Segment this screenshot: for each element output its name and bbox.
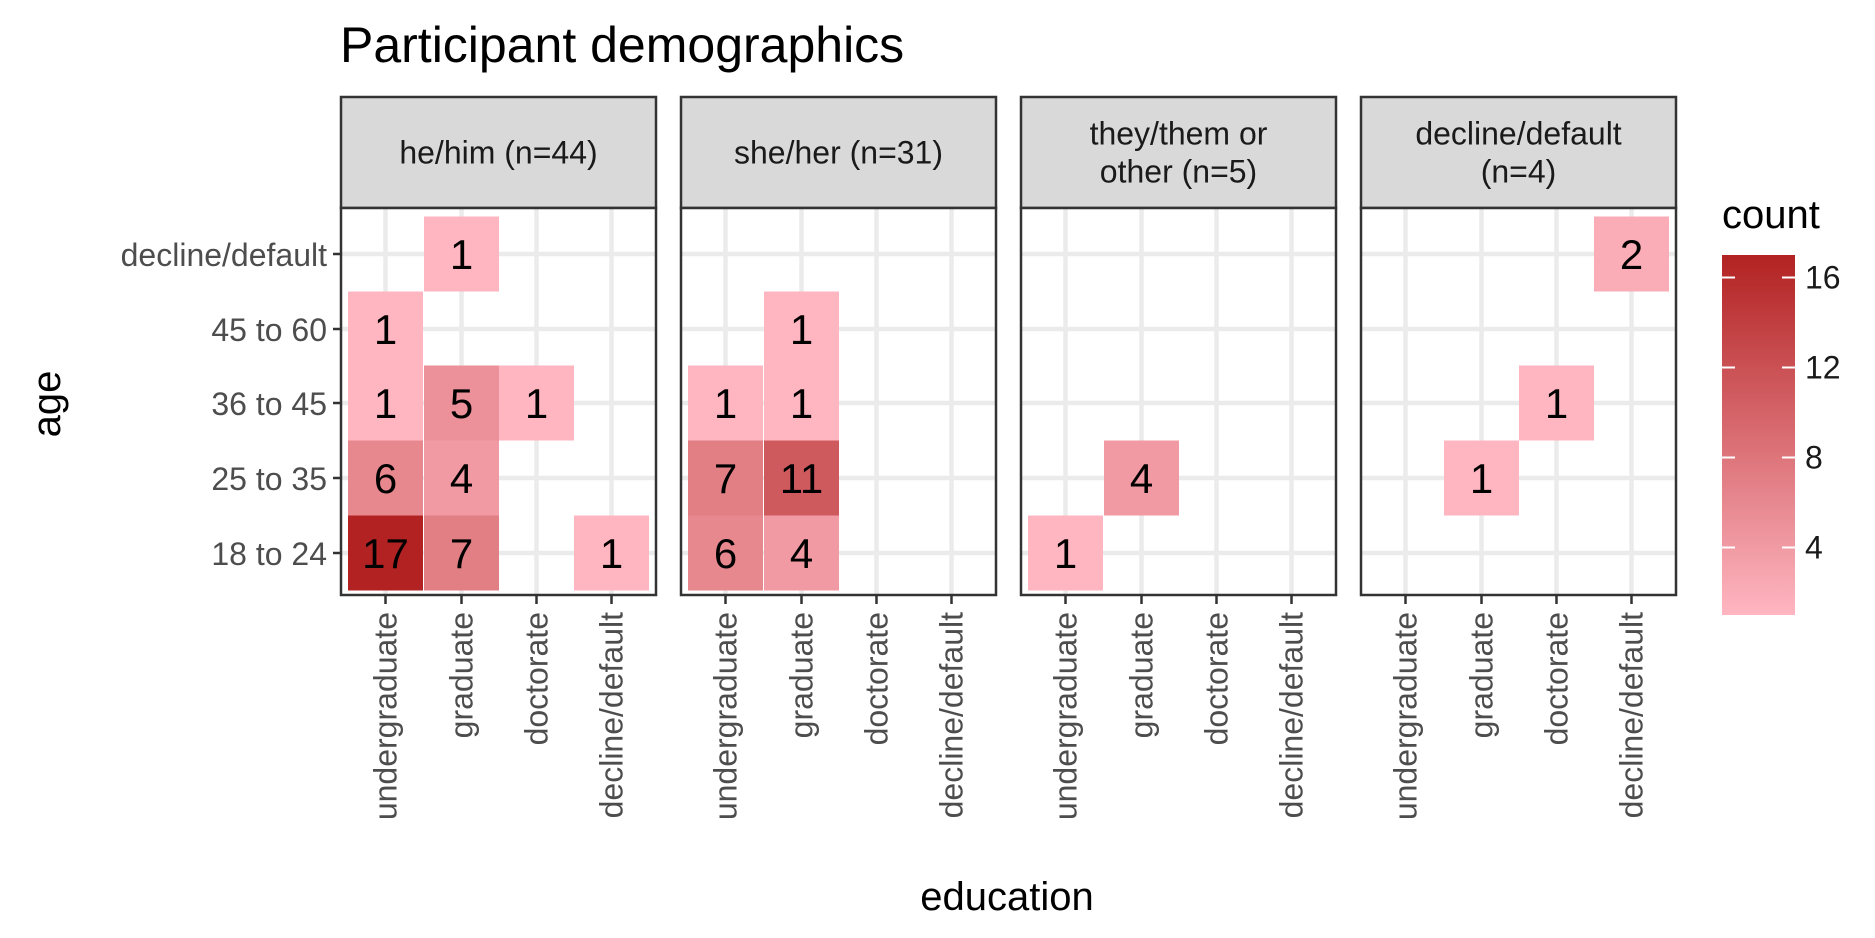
panel-border: [679, 206, 998, 597]
legend-tick-label: 16: [1805, 260, 1841, 296]
y-tick-label: 45 to 60: [211, 312, 327, 348]
y-axis: 18 to 24 25 to 35 36 to 45 45 to 60 decline/…: [121, 237, 341, 572]
facet-strip-label: decline/default: [1415, 116, 1621, 152]
tile-value-label: 1: [714, 380, 737, 427]
heatmap-tile: [499, 365, 574, 441]
x-tick-label: graduate: [1124, 612, 1160, 738]
heatmap-tile: [688, 440, 763, 516]
tile-value-label: 1: [790, 380, 813, 427]
tile-value-label: 1: [525, 380, 548, 427]
panel-border: [1019, 206, 1338, 597]
x-tick-label: undergraduate: [1048, 612, 1084, 820]
tile-value-label: 6: [714, 530, 737, 577]
y-tick-label: 25 to 35: [211, 461, 327, 497]
x-tick-label: undergraduate: [368, 612, 404, 820]
tile-value-label: 6: [374, 455, 397, 502]
tile-value-label: 1: [374, 306, 397, 353]
facet-strip-label: he/him (n=44): [399, 135, 597, 171]
tile-value-label: 17: [362, 530, 409, 577]
tile-value-label: 1: [1054, 530, 1077, 577]
heatmap-tile: [1519, 365, 1594, 441]
tile-value-label: 1: [1470, 455, 1493, 502]
facet-strip: [679, 95, 998, 210]
tile-value-label: 7: [450, 530, 473, 577]
x-tick-label: doctorate: [1199, 612, 1235, 745]
heatmap-tile: [424, 216, 499, 292]
panel-border: [339, 206, 658, 597]
heatmap-tile: [1444, 440, 1519, 516]
heatmap-tile: [424, 365, 499, 441]
color-legend: count 4 8 12 16: [1722, 193, 1841, 615]
tile-value-label: 1: [600, 530, 623, 577]
legend-tick-label: 8: [1805, 440, 1823, 476]
y-tick-label: 18 to 24: [211, 536, 327, 572]
x-tick-label: doctorate: [519, 612, 555, 745]
panel-border: [1359, 206, 1678, 597]
x-tick-label: doctorate: [859, 612, 895, 745]
tile-value-label: 1: [450, 231, 473, 278]
heatmap-tile: [764, 515, 839, 591]
heatmap-tile: [348, 440, 423, 516]
legend-tick-label: 4: [1805, 530, 1823, 566]
heatmap-tile: [764, 365, 839, 441]
y-tick-label: 36 to 45: [211, 386, 327, 422]
x-tick-label: graduate: [1464, 612, 1500, 738]
x-tick-label: graduate: [784, 612, 820, 738]
tile-value-label: 4: [790, 530, 813, 577]
heatmap-tile: [574, 515, 649, 591]
heatmap-tile: [424, 515, 499, 591]
x-tick-label: decline/default: [1274, 612, 1310, 818]
x-tick-label: graduate: [444, 612, 480, 738]
facet-strip-label: she/her (n=31): [734, 135, 943, 171]
tile-value-label: 11: [780, 455, 824, 502]
heatmap-tile: [764, 440, 839, 516]
heatmap-tile: [688, 515, 763, 591]
x-tick-label: decline/default: [594, 612, 630, 818]
tile-value-label: 1: [790, 306, 813, 353]
heatmap-tile: [1104, 440, 1179, 516]
facet-strip-label: they/them or: [1090, 116, 1268, 152]
facet-strip-label: other (n=5): [1100, 154, 1257, 190]
heatmap-tile: [424, 440, 499, 516]
x-tick-label: undergraduate: [1388, 612, 1424, 820]
tile-value-label: 5: [450, 380, 473, 427]
legend-tick-label: 12: [1805, 350, 1841, 386]
facet-panel: he/him (n=44) 17 7 1 6 4 1 5 1 1 1 undergraduate gra…: [339, 95, 658, 820]
facet-strip: [339, 95, 658, 210]
chart-title: Participant demographics: [340, 17, 904, 73]
tile-value-label: 4: [1130, 455, 1153, 502]
heatmap-tile: [688, 365, 763, 441]
tile-value-label: 7: [714, 455, 737, 502]
x-tick-label: decline/default: [934, 612, 970, 818]
tile-value-label: 1: [374, 380, 397, 427]
y-tick-label: decline/default: [121, 237, 327, 273]
x-tick-label: undergraduate: [708, 612, 744, 820]
heatmap-tile: [1594, 216, 1669, 292]
heatmap-tile: [348, 291, 423, 367]
facet-strip: [1019, 95, 1338, 210]
heatmap-tile: [348, 515, 423, 591]
x-axis-title: education: [920, 875, 1093, 919]
legend-title: count: [1722, 193, 1820, 237]
x-tick-label: decline/default: [1614, 612, 1650, 818]
facet-strip: [1359, 95, 1678, 210]
x-tick-label: doctorate: [1539, 612, 1575, 745]
heatmap-tile: [1028, 515, 1103, 591]
tile-value-label: 1: [1545, 380, 1568, 427]
heatmap-tile: [764, 291, 839, 367]
y-axis-title: age: [25, 371, 69, 438]
tile-value-label: 4: [450, 455, 473, 502]
legend-colorbar: [1722, 255, 1795, 615]
heatmap-tile: [348, 365, 423, 441]
facet-strip-label: (n=4): [1481, 154, 1557, 190]
tile-value-label: 2: [1620, 231, 1643, 278]
